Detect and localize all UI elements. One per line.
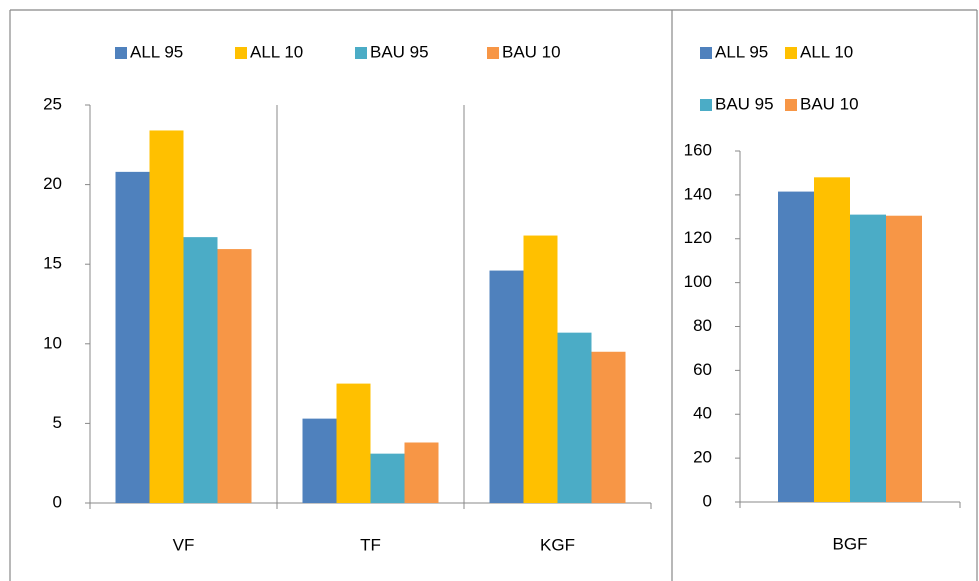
legend-label: BAU 10: [800, 94, 859, 113]
bar: [850, 214, 886, 502]
y-tick-label: 0: [53, 492, 62, 511]
y-tick-label: 100: [684, 272, 712, 291]
y-tick-label: 25: [43, 94, 62, 113]
bar: [523, 235, 558, 503]
y-tick-label: 140: [684, 184, 712, 203]
x-tick-label: TF: [360, 535, 381, 554]
y-tick-label: 15: [43, 254, 62, 273]
bar: [302, 418, 337, 503]
x-tick-label: KGF: [540, 535, 575, 554]
y-tick-label: 160: [684, 140, 712, 159]
legend-label: BAU 95: [370, 42, 429, 61]
y-tick-label: 10: [43, 333, 62, 352]
legend-swatch: [487, 47, 499, 59]
bar: [591, 351, 626, 503]
y-tick-label: 40: [693, 404, 712, 423]
legend-swatch: [235, 47, 247, 59]
bar: [814, 177, 850, 502]
legend-label: ALL 95: [715, 42, 768, 61]
x-tick-label: VF: [173, 535, 195, 554]
y-tick-label: 5: [53, 413, 62, 432]
legend-label: BAU 10: [502, 42, 561, 61]
legend-label: ALL 95: [130, 42, 183, 61]
x-tick-label: BGF: [833, 534, 868, 553]
bar: [404, 442, 439, 503]
bar: [183, 237, 218, 504]
y-tick-label: 120: [684, 228, 712, 247]
bar: [115, 171, 150, 503]
frame: [9, 9, 978, 581]
bar: [370, 453, 405, 503]
y-tick-label: 20: [43, 174, 62, 193]
bar: [336, 383, 371, 503]
bar: [217, 249, 252, 503]
bar: [149, 130, 184, 504]
bar: [778, 191, 814, 502]
legend-swatch: [700, 99, 712, 111]
legend-swatch: [700, 47, 712, 59]
legend-swatch: [355, 47, 367, 59]
bar: [489, 270, 524, 503]
legend-swatch: [115, 47, 127, 59]
legend-swatch: [785, 99, 797, 111]
y-tick-label: 60: [693, 360, 712, 379]
bar: [557, 332, 592, 503]
legend-label: ALL 10: [250, 42, 303, 61]
legend-swatch: [785, 47, 797, 59]
y-tick-label: 0: [703, 491, 712, 510]
legend-label: BAU 95: [715, 94, 774, 113]
y-tick-label: 20: [693, 448, 712, 467]
legend-label: ALL 10: [800, 42, 853, 61]
y-tick-label: 80: [693, 316, 712, 335]
bar: [886, 215, 922, 502]
